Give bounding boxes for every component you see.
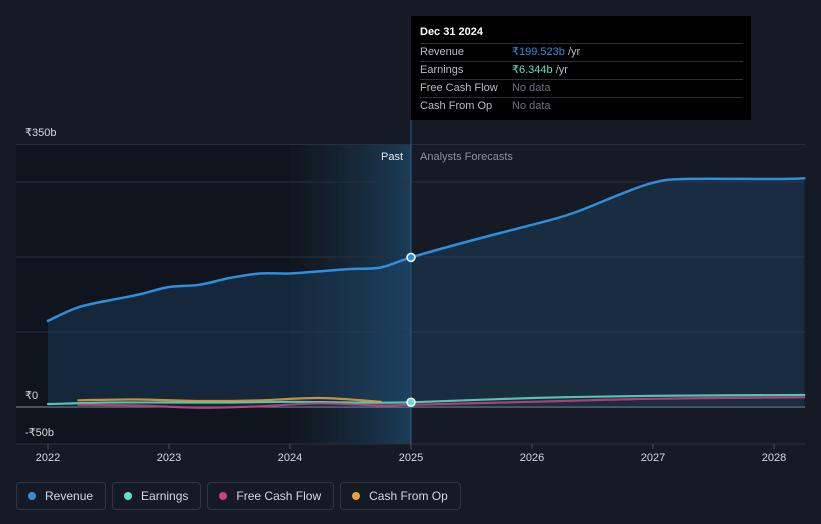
- free-cash-flow-dot-icon: [219, 492, 228, 500]
- tooltip-row-fcf: Free Cash Flow No data: [420, 79, 743, 97]
- cash-from-op-line: [77, 396, 382, 403]
- legend-label: Earnings: [141, 489, 189, 503]
- x-tick-label: 2023: [157, 452, 181, 464]
- tooltip-row-earnings: Earnings ₹6.344b /yr: [420, 61, 743, 79]
- tooltip-value: ₹6.344b: [512, 64, 553, 76]
- legend: Revenue Earnings Free Cash Flow Cash Fro…: [16, 482, 461, 510]
- earnings-point: [406, 397, 416, 408]
- revenue-line: [46, 177, 806, 323]
- x-tick-label: 2024: [278, 452, 302, 464]
- past-highlight: [290, 145, 411, 444]
- earnings-line: [46, 393, 806, 406]
- tooltip-date: Dec 31 2024: [420, 26, 483, 38]
- tooltip-value: No data: [512, 82, 551, 94]
- x-tick-label: 2025: [399, 452, 423, 464]
- tooltip-value: ₹199.523b: [512, 46, 565, 58]
- y-tick-label: ₹350b: [25, 127, 56, 139]
- tooltip-label: Revenue: [420, 46, 465, 58]
- legend-label: Cash From Op: [369, 489, 448, 503]
- past-label: Past: [381, 151, 403, 163]
- forecast-label: Analysts Forecasts: [420, 151, 513, 163]
- revenue-area: [48, 178, 805, 407]
- free-cash-flow-line: [77, 396, 806, 409]
- x-tick-label: 2028: [762, 452, 786, 464]
- x-tick-label: 2022: [36, 452, 60, 464]
- tooltip-unit: /yr: [564, 46, 581, 58]
- tooltip-value: No data: [512, 100, 551, 112]
- revenue-dot-icon: [28, 492, 36, 500]
- earnings-dot-icon: [124, 492, 133, 500]
- tooltip-label: Cash From Op: [420, 100, 493, 112]
- legend-label: Revenue: [45, 489, 94, 503]
- y-tick-label: -₹50b: [25, 427, 54, 439]
- legend-item-free-cash-flow[interactable]: Free Cash Flow: [207, 482, 335, 510]
- x-tick-label: 2027: [641, 452, 665, 464]
- cash-from-op-dot-icon: [352, 492, 361, 500]
- legend-item-revenue[interactable]: Revenue: [16, 482, 107, 510]
- tooltip: Dec 31 2024 Revenue ₹199.523b /yr Earnin…: [411, 16, 751, 120]
- x-tick-label: 2026: [520, 452, 544, 464]
- legend-item-cash-from-op[interactable]: Cash From Op: [340, 482, 461, 510]
- tooltip-label: Earnings: [420, 64, 464, 76]
- legend-label: Free Cash Flow: [236, 489, 322, 503]
- tooltip-label: Free Cash Flow: [420, 82, 498, 94]
- revenue-point: [406, 252, 416, 263]
- legend-item-earnings[interactable]: Earnings: [112, 482, 202, 510]
- tooltip-row-revenue: Revenue ₹199.523b /yr: [420, 43, 743, 61]
- y-tick-label: ₹0: [25, 390, 38, 402]
- tooltip-unit: /yr: [552, 64, 568, 76]
- tooltip-row-cfo: Cash From Op No data: [420, 97, 743, 115]
